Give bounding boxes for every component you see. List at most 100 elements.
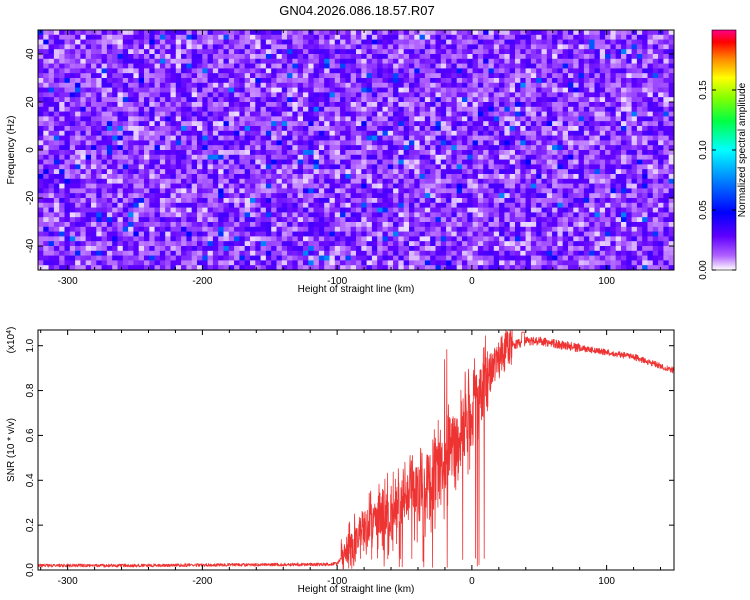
heatmap-cell [536,68,542,74]
heatmap-cell [281,193,288,199]
heatmap-cell [154,82,161,88]
heatmap-cell [552,154,558,160]
heatmap-cell [589,188,595,194]
heatmap-cell [276,217,282,223]
heatmap-cell [393,159,399,165]
heatmap-cell [462,58,468,64]
heatmap-cell [387,169,394,175]
heatmap-cell [356,49,362,55]
heatmap-cell [287,217,293,223]
heatmap-cell [499,130,505,136]
heatmap-cell [525,150,532,155]
heatmap-cell [175,188,182,194]
heatmap-cell [276,202,282,208]
heatmap-cell [499,39,505,45]
heatmap-cell [234,63,240,69]
heatmap-cell [663,106,669,112]
heatmap-cell [318,207,325,213]
heatmap-cell [318,150,325,155]
heatmap-cell [197,63,203,69]
heatmap-cell [642,217,648,223]
heatmap-cell [122,39,129,45]
heatmap-cell [525,92,532,98]
heatmap-cell [382,106,388,112]
heatmap-cell [605,73,611,79]
heatmap-cell [477,44,484,50]
heatmap-cell [621,159,627,165]
heatmap-cell [493,106,500,112]
heatmap-cell [324,82,330,88]
heatmap-cell [218,121,224,127]
heatmap-cell [520,222,526,227]
heatmap-cell [313,49,320,55]
heatmap-cell [562,154,569,160]
heatmap-cell [462,207,468,213]
heatmap-cell [610,82,616,88]
heatmap-cell [106,183,113,189]
heatmap-cell [75,116,81,122]
heatmap-cell [186,68,192,74]
heatmap-cell [647,174,653,179]
heatmap-cell [149,202,155,208]
heatmap-cell [64,198,70,203]
heatmap-cell [255,222,261,227]
heatmap-cell [334,178,341,184]
heatmap-cell [159,169,166,175]
heatmap-cell [255,212,261,218]
heatmap-cell [546,121,553,127]
heatmap-cell [568,198,574,203]
heatmap-cell [260,222,267,227]
heatmap-cell [546,39,553,45]
heatmap-cell [403,183,410,189]
heatmap-cell [271,49,277,55]
heatmap-cell [472,150,479,155]
heatmap-cell [128,183,134,189]
heatmap-cell [48,30,55,35]
heatmap-cell [546,212,553,218]
heatmap-cell [424,212,431,218]
heatmap-cell [239,188,245,194]
heatmap-cell [652,97,659,103]
heatmap-cell [91,34,97,40]
heatmap-cell [53,49,60,55]
heatmap-cell [59,73,65,79]
heatmap-cell [541,116,547,122]
heatmap-cell [663,140,669,146]
heatmap-cell [520,39,526,45]
heatmap-cell [218,116,224,122]
heatmap-cell [69,44,76,50]
heatmap-cell [536,121,542,127]
heatmap-cell [122,126,129,131]
heatmap-cell [260,97,267,103]
heatmap-cell [318,39,325,45]
heatmap-cell [334,202,341,208]
heatmap-cell [271,154,277,160]
heatmap-cell [191,159,198,165]
heatmap-cell [91,164,97,170]
heatmap-cell [562,87,569,93]
heatmap-cell [462,63,468,69]
heatmap-cell [318,193,325,199]
heatmap-cell [366,111,373,117]
heatmap-cell [647,178,653,184]
heatmap-cell [414,87,420,93]
heatmap-cell [509,135,516,141]
heatmap-cell [636,145,643,151]
heatmap-cell [170,63,176,69]
heatmap-cell [409,68,415,74]
heatmap-cell [446,78,452,83]
heatmap-cell [91,226,97,232]
heatmap-cell [419,159,426,165]
heatmap-cell [615,87,622,93]
heatmap-cell [260,145,267,151]
heatmap-cell [462,178,468,184]
heatmap-cell [271,145,277,151]
heatmap-cell [186,54,192,59]
heatmap-cell [250,145,256,151]
heatmap-cell [446,49,452,55]
heatmap-cell [631,222,638,227]
heatmap-cell [573,198,579,203]
heatmap-cell [403,198,410,203]
heatmap-cell [568,87,574,93]
heatmap-cell [419,116,426,122]
